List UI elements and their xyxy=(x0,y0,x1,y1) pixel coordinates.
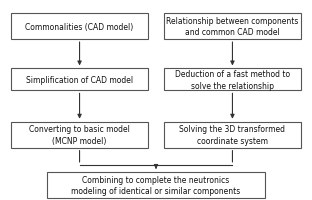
FancyBboxPatch shape xyxy=(11,69,148,91)
Text: Converting to basic model
(MCNP model): Converting to basic model (MCNP model) xyxy=(29,125,130,145)
Text: Deduction of a fast method to
solve the relationship: Deduction of a fast method to solve the … xyxy=(175,70,290,90)
Text: Combining to complete the neutronics
modeling of identical or similar components: Combining to complete the neutronics mod… xyxy=(71,175,241,195)
Text: Simplification of CAD model: Simplification of CAD model xyxy=(26,76,133,84)
Text: Commonalities (CAD model): Commonalities (CAD model) xyxy=(26,23,134,31)
Text: Relationship between components
and common CAD model: Relationship between components and comm… xyxy=(166,17,299,37)
FancyBboxPatch shape xyxy=(11,122,148,148)
FancyBboxPatch shape xyxy=(164,14,301,40)
FancyBboxPatch shape xyxy=(164,122,301,148)
FancyBboxPatch shape xyxy=(47,172,265,198)
FancyBboxPatch shape xyxy=(164,69,301,91)
FancyBboxPatch shape xyxy=(11,14,148,40)
Text: Solving the 3D transformed
coordinate system: Solving the 3D transformed coordinate sy… xyxy=(179,125,285,145)
